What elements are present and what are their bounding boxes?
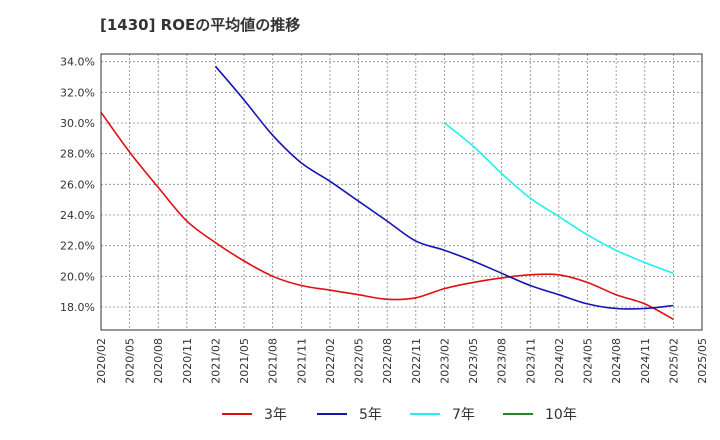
x-tick-label: 2022/11 [410, 338, 423, 384]
legend: 3年 5年 7年 10年 [222, 407, 577, 423]
x-tick-label: 2020/02 [95, 338, 108, 384]
legend-label: 3年 [264, 407, 287, 423]
x-tick-label: 2020/05 [124, 338, 137, 384]
legend-label: 7年 [452, 407, 475, 423]
x-tick-label: 2020/08 [152, 338, 165, 384]
y-tick-label: 26.0% [60, 178, 95, 191]
x-axis-ticks: 2020/02 2020/05 2020/08 2020/11 2021/02 2021/… [95, 338, 709, 384]
x-tick-label: 2021/05 [238, 338, 251, 384]
x-tick-label: 2024/11 [639, 338, 652, 384]
chart-title: [1430] ROEの平均値の推移 [100, 16, 300, 34]
series-line-5年 [214, 65, 674, 310]
series-lines [100, 65, 674, 321]
x-tick-label: 2024/05 [582, 338, 595, 384]
x-tick-label: 2021/11 [295, 338, 308, 384]
series-line-7年 [443, 122, 674, 275]
legend-label: 10年 [545, 407, 577, 423]
y-tick-label: 34.0% [60, 56, 95, 69]
x-tick-label: 2025/02 [667, 338, 680, 384]
x-tick-label: 2024/08 [610, 338, 623, 384]
y-axis-ticks: 18.0% 20.0% 22.0% 24.0% 26.0% 28.0% 30.0% 32.0%… [60, 56, 95, 314]
legend-label: 5年 [359, 407, 382, 423]
y-tick-label: 22.0% [60, 240, 95, 253]
y-tick-label: 20.0% [60, 270, 95, 283]
y-tick-label: 30.0% [60, 117, 95, 130]
x-tick-label: 2022/05 [353, 338, 366, 384]
plot-frame [100, 53, 703, 331]
x-tick-label: 2021/02 [209, 338, 222, 384]
x-tick-label: 2025/05 [696, 338, 709, 384]
x-tick-label: 2024/02 [553, 338, 566, 384]
y-tick-label: 24.0% [60, 209, 95, 222]
x-tick-label: 2022/02 [324, 338, 337, 384]
y-tick-label: 18.0% [60, 301, 95, 314]
y-tick-label: 32.0% [60, 86, 95, 99]
x-tick-label: 2021/08 [267, 338, 280, 384]
x-tick-label: 2022/08 [381, 338, 394, 384]
x-tick-label: 2023/11 [524, 338, 537, 384]
x-tick-label: 2023/05 [467, 338, 480, 384]
x-tick-label: 2023/08 [496, 338, 509, 384]
y-tick-label: 28.0% [60, 148, 95, 161]
series-line-3年 [100, 111, 674, 321]
grid [101, 54, 702, 330]
x-tick-label: 2020/11 [181, 338, 194, 384]
x-tick-label: 2023/02 [438, 338, 451, 384]
